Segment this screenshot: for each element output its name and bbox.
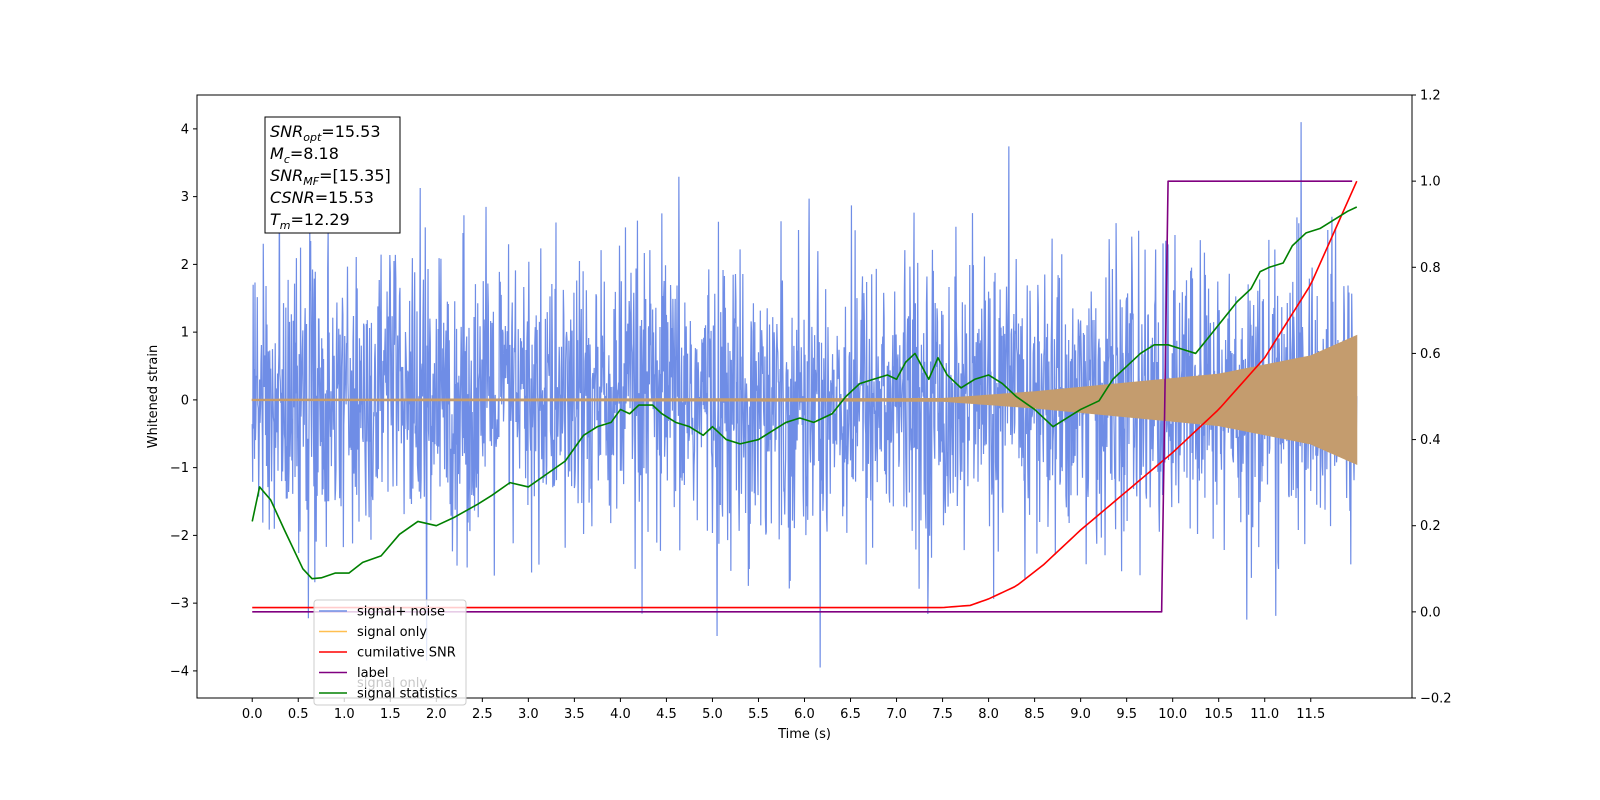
y-tick-label: 2 — [181, 258, 189, 273]
x-tick-label: 7.0 — [886, 707, 907, 722]
y-tick-label: 3 — [181, 190, 189, 205]
y-tick-label: −3 — [170, 597, 189, 612]
y-tick-label: −4 — [170, 664, 189, 679]
y2-tick-label: 0.4 — [1420, 433, 1441, 448]
x-tick-label: 2.5 — [472, 707, 493, 722]
x-tick-label: 5.5 — [748, 707, 769, 722]
info-symbol: CSNR — [270, 188, 315, 207]
info-line: Mc=8.18 — [270, 144, 339, 166]
y2-tick-label: 0.6 — [1420, 347, 1441, 362]
info-subscript: m — [280, 219, 291, 232]
info-symbol: SNR — [270, 166, 303, 185]
x-tick-label: 11.0 — [1250, 707, 1279, 722]
info-box: SNRopt=15.53Mc=8.18SNRMF=[15.35]CSNR=15.… — [264, 116, 401, 234]
info-line: CSNR=15.53 — [270, 188, 374, 207]
x-tick-label: 1.0 — [334, 707, 355, 722]
x-tick-label: 11.5 — [1296, 707, 1325, 722]
x-tick-label: 4.5 — [656, 707, 677, 722]
y2-tick-label: −0.2 — [1420, 692, 1452, 707]
y-tick-label: 0 — [181, 393, 189, 408]
info-subscript: c — [284, 153, 290, 166]
info-symbol: T — [270, 210, 281, 229]
y2-tick-label: 0.0 — [1420, 605, 1441, 620]
x-tick-label: 8.5 — [1024, 707, 1045, 722]
legend: signal only signal+ noise signal only cumil… — [313, 599, 467, 706]
series-signal-only — [251, 334, 1358, 466]
x-tick-label: 10.0 — [1158, 707, 1187, 722]
info-value: =8.18 — [290, 144, 339, 163]
x-tick-label: 5.0 — [702, 707, 723, 722]
legend-label: signal+ noise — [357, 605, 445, 620]
y2-tick-label: 1.0 — [1420, 175, 1441, 190]
x-tick-label: 0.0 — [242, 707, 263, 722]
y-tick-label: 4 — [181, 122, 189, 137]
info-line: SNRMF=[15.35] — [270, 166, 391, 188]
y-axis-left: 4 3 2 1 0 −1 −2 −3 −4 — [170, 122, 197, 679]
legend-label: label — [357, 666, 388, 681]
x-tick-label: 2.0 — [426, 707, 447, 722]
legend-label: signal only — [357, 625, 427, 640]
legend-label: cumilative SNR — [357, 646, 456, 661]
info-value: =15.53 — [321, 122, 380, 141]
series-signal-statistics — [251, 206, 1358, 580]
y-tick-label: 1 — [181, 326, 189, 341]
info-subscript: opt — [303, 131, 322, 144]
x-tick-label: 8.0 — [978, 707, 999, 722]
y-axis-right: 1.2 1.0 0.8 0.6 0.4 0.2 0.0 −0.2 — [1412, 89, 1452, 707]
x-tick-label: 6.0 — [794, 707, 815, 722]
info-line: Tm=12.29 — [270, 210, 350, 232]
x-tick-label: 7.5 — [932, 707, 953, 722]
x-tick-label: 10.5 — [1204, 707, 1233, 722]
series-label — [252, 180, 1353, 613]
x-axis: 0.0 0.5 1.0 1.5 2.0 2.5 3.0 3.5 4.0 4.5 5.0 5.5 6.0 6… — [242, 698, 1325, 722]
y-axis-label: Whitened strain — [146, 345, 161, 448]
x-tick-label: 6.5 — [840, 707, 861, 722]
legend-frame — [313, 599, 467, 706]
y2-tick-label: 0.8 — [1420, 261, 1441, 276]
x-tick-label: 3.0 — [518, 707, 539, 722]
info-box-frame — [264, 116, 401, 234]
legend-label: signal statistics — [357, 687, 458, 702]
x-tick-label: 1.5 — [380, 707, 401, 722]
x-tick-label: 9.0 — [1070, 707, 1091, 722]
x-tick-label: 4.0 — [610, 707, 631, 722]
y-tick-label: −2 — [170, 529, 189, 544]
x-tick-label: 9.5 — [1116, 707, 1137, 722]
y2-tick-label: 0.2 — [1420, 519, 1441, 534]
info-subscript: MF — [303, 175, 319, 188]
legend-hidden-label: signal only — [357, 676, 427, 691]
x-tick-label: 0.5 — [288, 707, 309, 722]
info-value: =[15.35] — [319, 166, 391, 185]
info-value: =12.29 — [291, 210, 350, 229]
info-symbol: SNR — [270, 122, 303, 141]
y2-tick-label: 1.2 — [1420, 89, 1441, 104]
info-value: =15.53 — [315, 188, 374, 207]
info-line: SNRopt=15.53 — [270, 122, 381, 144]
y-tick-label: −1 — [170, 461, 189, 476]
x-axis-label: Time (s) — [777, 727, 831, 742]
x-tick-label: 3.5 — [564, 707, 585, 722]
info-symbol: M — [270, 144, 284, 163]
